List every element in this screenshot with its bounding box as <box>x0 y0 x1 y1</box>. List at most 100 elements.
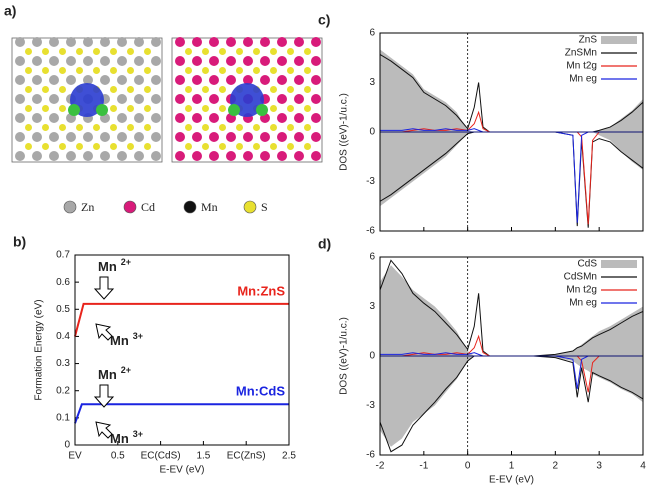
x-tick-label: 1 <box>509 461 515 472</box>
atom <box>49 132 59 142</box>
atom <box>117 151 127 161</box>
atom <box>100 151 110 161</box>
atom <box>15 151 25 161</box>
atom <box>270 67 277 74</box>
y-tick-label: 6 <box>369 28 375 39</box>
arrow <box>96 422 112 438</box>
atom <box>192 94 202 104</box>
atom <box>49 37 59 47</box>
atom <box>287 124 294 131</box>
atom <box>253 143 260 150</box>
x-tick-label: 3 <box>596 461 602 472</box>
atom-legend-marker <box>244 201 256 213</box>
atom <box>25 105 32 112</box>
atom <box>236 67 243 74</box>
atom <box>42 143 49 150</box>
atom <box>151 37 161 47</box>
atom <box>175 151 185 161</box>
annotation: Mn3+ <box>110 331 143 348</box>
atom <box>209 151 219 161</box>
x-tick-label: 2 <box>553 461 559 472</box>
atom <box>49 94 59 104</box>
atom <box>311 56 321 66</box>
atom <box>277 94 287 104</box>
atom <box>294 132 304 142</box>
annotation-text: Mn <box>110 431 129 446</box>
atom <box>277 56 287 66</box>
y-tick-label: -3 <box>366 400 375 411</box>
atom <box>304 67 311 74</box>
atom-legend-marker <box>124 201 136 213</box>
atom <box>49 56 59 66</box>
series-label: Mn:CdS <box>236 384 285 399</box>
dopant-density <box>68 104 80 116</box>
atom <box>134 75 144 85</box>
atom <box>192 132 202 142</box>
atom <box>83 56 93 66</box>
atom <box>144 124 151 131</box>
legend-label: Mn eg <box>569 298 597 309</box>
atom <box>226 37 236 47</box>
atom <box>260 56 270 66</box>
atom <box>127 143 134 150</box>
atom-legend-label: S <box>261 200 268 214</box>
legend-label: Mn t2g <box>566 61 597 72</box>
atom <box>304 105 311 112</box>
x-tick-label: 4 <box>640 461 646 472</box>
y-axis-label: Formation Energy (eV) <box>34 299 45 400</box>
atom <box>270 86 277 93</box>
atom <box>117 94 127 104</box>
x-axis-label: E-EV (eV) <box>159 465 204 476</box>
legend-label: Mn t2g <box>566 285 597 296</box>
atom-legend-label: Zn <box>81 200 94 214</box>
atom <box>127 67 134 74</box>
atom <box>93 67 100 74</box>
atom <box>304 143 311 150</box>
atom <box>277 37 287 47</box>
atom <box>219 105 226 112</box>
x-tick-label: 2.5 <box>282 451 296 462</box>
atom <box>117 75 127 85</box>
y-tick-label: -3 <box>366 176 375 187</box>
atom <box>294 75 304 85</box>
atom <box>311 94 321 104</box>
arrow <box>96 324 112 340</box>
dos-area <box>380 356 643 447</box>
legend-swatch <box>601 36 637 44</box>
atom <box>175 113 185 123</box>
dopant-density <box>228 104 240 116</box>
atom <box>42 124 49 131</box>
atom <box>144 86 151 93</box>
atom <box>294 94 304 104</box>
atom <box>127 105 134 112</box>
atom <box>253 124 260 131</box>
atom <box>219 124 226 131</box>
atom <box>127 124 134 131</box>
atom <box>185 48 192 55</box>
atom <box>185 86 192 93</box>
atom <box>209 56 219 66</box>
y-tick-label: 0.4 <box>56 331 70 342</box>
atom <box>110 105 117 112</box>
atom <box>287 143 294 150</box>
atom <box>100 75 110 85</box>
atom <box>59 86 66 93</box>
atom <box>59 48 66 55</box>
atom <box>110 48 117 55</box>
atom <box>93 143 100 150</box>
atom <box>209 75 219 85</box>
atom <box>202 86 209 93</box>
atom <box>253 48 260 55</box>
atom <box>25 86 32 93</box>
atom <box>260 132 270 142</box>
atom <box>209 94 219 104</box>
legend-label: Mn eg <box>569 74 597 85</box>
atom <box>15 56 25 66</box>
y-axis-label: DOS ((eV)-1/u.c.) <box>339 93 350 171</box>
annotation: Mn3+ <box>110 429 143 446</box>
x-tick-label: 0 <box>465 461 471 472</box>
annotation-text: Mn <box>110 333 129 348</box>
series-label: Mn:ZnS <box>237 283 285 298</box>
dos-area <box>380 265 643 356</box>
x-tick-label: EC(ZnS) <box>227 451 266 462</box>
